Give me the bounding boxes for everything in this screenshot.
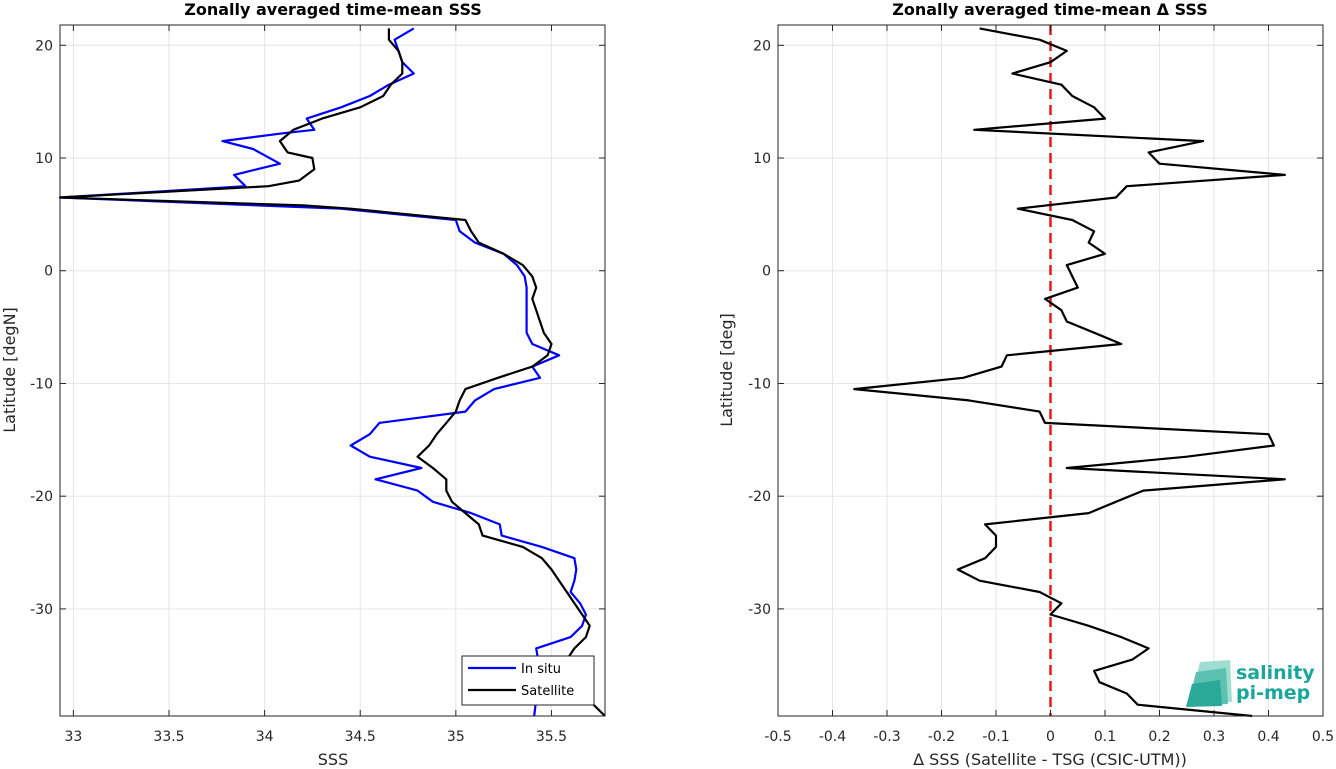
- y-tick-label: 0: [762, 264, 771, 280]
- y-tick-label: -10: [30, 376, 53, 392]
- x-tick-label: -0.5: [764, 729, 791, 745]
- delta-sss-y-axis-label: Latitude [deg]: [717, 313, 736, 427]
- x-tick-label: 35: [447, 729, 465, 745]
- x-tick-label: -0.3: [873, 729, 900, 745]
- x-tick-label: 0.3: [1203, 729, 1225, 745]
- logo-line2: pi-mep: [1236, 682, 1310, 704]
- x-tick-label: 33: [64, 729, 82, 745]
- legend-insitu-label: In situ: [521, 662, 561, 677]
- salinity-pi-mep-logo: salinity pi-mep: [1186, 660, 1315, 707]
- legend-box: [461, 655, 595, 706]
- y-tick-label: 20: [35, 38, 53, 54]
- x-tick-label: 35.5: [536, 729, 567, 745]
- sss-grid: [60, 25, 605, 716]
- y-tick-label: 10: [35, 151, 53, 167]
- x-tick-label: 34.5: [345, 729, 376, 745]
- sss-y-axis-label: Latitude [degN]: [0, 307, 19, 433]
- sss-x-axis-label: SSS: [318, 750, 348, 769]
- delta-sss-x-axis-label: Δ SSS (Satellite - TSG (CSIC-UTM)): [913, 750, 1187, 769]
- x-tick-label: 34: [256, 729, 274, 745]
- series-line-in-situ: [58, 27, 588, 717]
- delta-sss-tick-labels: -0.5 -0.4 -0.3 -0.2 -0.1 0 0.1 0.2 0.3 0.4 0.5 -30 -…: [748, 25, 1334, 745]
- y-tick-label: -20: [748, 489, 771, 505]
- y-tick-label: 20: [753, 38, 771, 54]
- series-line-satellite: [58, 28, 606, 717]
- y-tick-label: -10: [748, 376, 771, 392]
- y-tick-label: -20: [30, 489, 53, 505]
- sss-panel: Zonally averaged time-mean SSS 33 33.5 34 3…: [0, 0, 606, 769]
- x-tick-label: -0.2: [928, 729, 955, 745]
- x-tick-label: 33.5: [153, 729, 184, 745]
- legend-satellite-label: Satellite: [521, 684, 574, 699]
- x-tick-label: 0.5: [1312, 729, 1334, 745]
- logo-wave-icon: [1186, 660, 1232, 707]
- sss-series-lines: [58, 27, 606, 717]
- x-tick-label: 0.1: [1094, 729, 1116, 745]
- logo-line1: salinity: [1236, 662, 1315, 684]
- sss-axes-frame: [59, 24, 606, 717]
- y-tick-label: 10: [753, 151, 771, 167]
- x-tick-label: -0.1: [982, 729, 1009, 745]
- x-tick-label: -0.4: [819, 729, 846, 745]
- x-tick-label: 0.2: [1148, 729, 1170, 745]
- series-line-delta-sss: [853, 27, 1286, 718]
- sss-panel-title: Zonally averaged time-mean SSS: [184, 0, 482, 19]
- delta-sss-series-lines: [853, 25, 1286, 718]
- sss-legend: In situ Satellite: [461, 655, 595, 706]
- delta-sss-panel: Zonally averaged time-mean Δ SSS -0.5 -0.…: [717, 0, 1334, 769]
- y-tick-label: -30: [748, 602, 771, 618]
- x-tick-label: 0: [1046, 729, 1055, 745]
- sss-tick-labels: 33 33.5 34 34.5 35 35.5 -30 -20 -10 0 10 20: [30, 25, 605, 745]
- delta-sss-panel-title: Zonally averaged time-mean Δ SSS: [892, 0, 1208, 19]
- y-tick-label: 0: [44, 264, 53, 280]
- x-tick-label: 0.4: [1257, 729, 1279, 745]
- y-tick-label: -30: [30, 602, 53, 618]
